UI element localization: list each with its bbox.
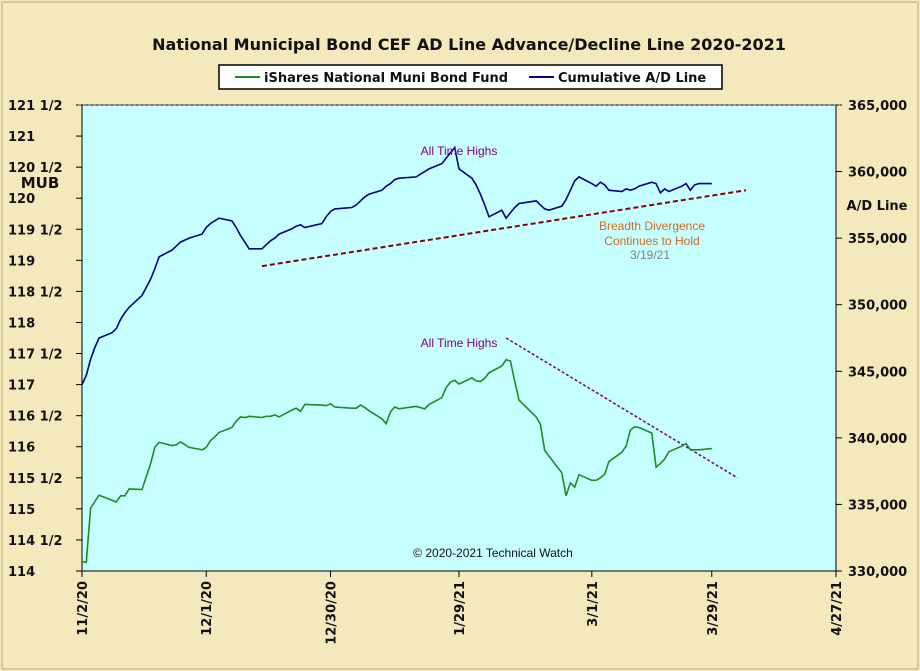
legend-box [218, 64, 723, 90]
y-left-tick-label: 117 1/2 [8, 348, 63, 363]
x-tick-label: 12/1/20 [200, 581, 215, 636]
annotation-ath-upper: All Time Highs [421, 144, 498, 158]
y-left-tick-label: 114 1/2 [8, 534, 63, 549]
x-tick-label: 4/27/21 [830, 581, 845, 636]
legend-label-ad: Cumulative A/D Line [558, 71, 706, 86]
y-left-tick-label: 117 [8, 379, 35, 394]
y-right-tick-label: 330,000 [848, 565, 907, 580]
series-line-ad [81, 145, 712, 385]
y-left-tick-label: 116 1/2 [8, 410, 63, 425]
y-right-tick-label: 360,000 [848, 166, 907, 181]
trend-line-mub-resistance [505, 337, 738, 479]
y-left-tick-label: 115 1/2 [8, 472, 63, 487]
trend-line-ad-support [261, 189, 747, 268]
x-tick-label: 3/29/21 [706, 581, 721, 636]
x-tick-label: 3/1/21 [586, 581, 601, 627]
y-left-tick-label: 114 [8, 565, 35, 580]
y-left-tick-label: 119 [8, 254, 35, 269]
y-right-tick-label: 365,000 [848, 99, 907, 114]
x-tick-label: 11/2/20 [76, 581, 91, 636]
x-ticks: 11/2/20 12/1/20 12/30/20 1/29/21 3/1/21 3/29/… [76, 571, 845, 645]
y-right-tick-label: 345,000 [848, 365, 907, 380]
annotation-date: 3/19/21 [630, 248, 670, 262]
annotation-divergence-2: Continues to Hold [604, 234, 699, 248]
y-right-tick-label: 355,000 [848, 232, 907, 247]
y-left-tick-label: 118 1/2 [8, 285, 63, 300]
y-left-ticks: 121 1/2 121 120 1/2 120 119 1/2 119 118 1/2 118… [8, 99, 82, 580]
y-left-tick-label: 121 [8, 130, 35, 145]
y-right-tick-label: 335,000 [848, 498, 907, 513]
y-left-tick-label: 118 [8, 316, 35, 331]
x-tick-label: 12/30/20 [324, 581, 339, 645]
y-right-tick-label: 340,000 [848, 432, 907, 447]
legend: iShares National Muni Bond Fund Cumulati… [218, 64, 723, 90]
trend-lines [261, 189, 747, 479]
series-line-mub [81, 358, 712, 564]
legend-label-mub: iShares National Muni Bond Fund [264, 71, 508, 86]
y-left-tick-label: 121 1/2 [8, 99, 63, 114]
y-left-tick-label: 120 [8, 192, 35, 207]
y-right-ticks: 365,000 360,000 355,000 350,000 345,000 340,0… [836, 99, 907, 580]
y-right-axis-label: A/D Line [847, 199, 908, 214]
y-left-axis-label: MUB [21, 174, 60, 192]
y-left-tick-label: 116 [8, 441, 35, 456]
annotation-divergence-1: Breadth Divergence [599, 219, 705, 233]
y-right-tick-label: 350,000 [848, 299, 907, 314]
x-tick-label: 1/29/21 [453, 581, 468, 636]
copyright: © 2020-2021 Technical Watch [413, 546, 573, 560]
y-left-tick-label: 119 1/2 [8, 223, 63, 238]
chart-title: National Municipal Bond CEF AD Line Adva… [152, 35, 786, 54]
y-left-tick-label: 120 1/2 [8, 161, 63, 176]
y-left-tick-label: 115 [8, 503, 35, 518]
annotation-ath-lower: All Time Highs [421, 336, 498, 350]
